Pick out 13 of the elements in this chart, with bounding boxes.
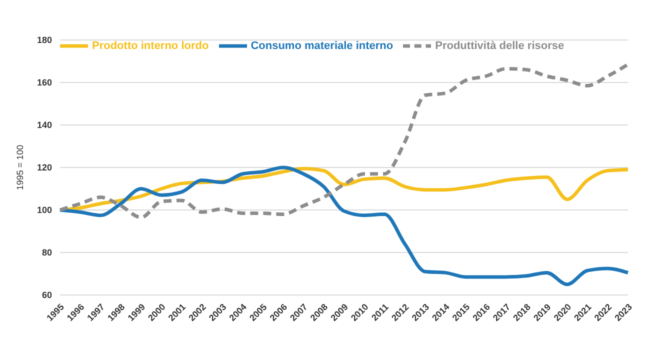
y-tick-label: 100: [36, 205, 52, 216]
y-axis-title: 1995 = 100: [15, 144, 26, 190]
y-tick-label: 180: [36, 35, 52, 46]
y-tick-label: 160: [36, 78, 52, 88]
legend-label: Produttività delle risorse: [435, 40, 564, 52]
y-tick-label: 60: [42, 290, 52, 300]
line-series: [58, 62, 630, 220]
line-series: [58, 166, 630, 286]
legend-label: Consumo materiale interno: [250, 40, 394, 52]
legend-label: Prodotto interno lordo: [92, 40, 209, 52]
y-tick-label: 120: [36, 162, 52, 173]
y-tick-label: 80: [42, 248, 52, 258]
y-tick-label: 140: [36, 120, 52, 130]
